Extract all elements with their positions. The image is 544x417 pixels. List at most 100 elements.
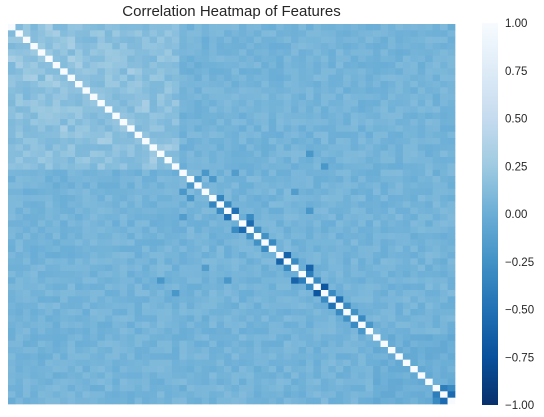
heatmap-cell: [365, 93, 374, 101]
heatmap-cell: [246, 239, 255, 247]
heatmap-cell: [8, 188, 16, 196]
heatmap-cell: [134, 163, 143, 171]
heatmap-cell: [373, 290, 381, 297]
heatmap-cell: [283, 302, 292, 310]
heatmap-cell: [447, 372, 456, 380]
heatmap-cell: [60, 328, 68, 335]
heatmap-cell: [313, 214, 322, 221]
heatmap-cell: [67, 125, 76, 133]
heatmap-cell: [387, 385, 396, 392]
heatmap-cell: [97, 321, 106, 329]
heatmap-cell: [45, 163, 54, 171]
heatmap-cell: [253, 226, 262, 234]
heatmap-cell: [201, 340, 210, 348]
heatmap-cell: [373, 144, 381, 152]
heatmap-cell: [82, 87, 91, 95]
heatmap-cell: [402, 201, 411, 209]
heatmap-cell: [373, 81, 381, 88]
heatmap-cell: [216, 226, 225, 234]
heatmap-cell: [283, 112, 292, 120]
heatmap-cell: [320, 321, 329, 329]
heatmap-cell: [276, 296, 284, 304]
heatmap-cell: [380, 366, 389, 373]
heatmap-cell: [224, 264, 232, 272]
heatmap-cell: [291, 328, 299, 335]
heatmap-cell: [171, 188, 180, 196]
heatmap-cell: [22, 366, 31, 373]
heatmap-cell: [37, 106, 46, 114]
heatmap-cell: [253, 283, 262, 291]
heatmap-cell: [216, 239, 225, 247]
heatmap-cell: [358, 252, 366, 259]
heatmap-cell: [8, 283, 16, 291]
heatmap-cell: [283, 359, 292, 367]
heatmap-cell: [201, 112, 210, 120]
heatmap-cell: [417, 207, 426, 215]
heatmap-cell: [194, 328, 203, 335]
heatmap-cell: [164, 163, 173, 171]
heatmap-cell: [15, 125, 24, 133]
heatmap-cell: [440, 271, 448, 278]
heatmap-cell: [425, 87, 433, 95]
heatmap-cell: [328, 112, 337, 120]
heatmap-cell: [350, 119, 359, 126]
heatmap-cell: [335, 296, 344, 304]
heatmap-cell: [75, 24, 83, 31]
heatmap-cell: [134, 315, 143, 323]
heatmap-cell: [186, 169, 195, 177]
heatmap-cell: [112, 302, 121, 310]
heatmap-cell: [52, 321, 61, 329]
heatmap-cell: [67, 258, 76, 266]
heatmap-cell: [410, 340, 419, 348]
heatmap-cell: [75, 391, 83, 399]
heatmap-cell: [149, 226, 158, 234]
heatmap-cell: [52, 138, 61, 145]
heatmap-cell: [209, 283, 217, 291]
heatmap-cell: [22, 125, 31, 133]
heatmap-cell: [395, 182, 404, 190]
heatmap-cell: [179, 119, 188, 126]
heatmap-cell: [350, 182, 359, 190]
heatmap-cell: [75, 43, 83, 50]
heatmap-cell: [157, 283, 165, 291]
heatmap-cell: [37, 397, 46, 405]
heatmap-cell: [52, 226, 61, 234]
heatmap-cell: [15, 163, 24, 171]
heatmap-cell: [246, 93, 255, 101]
heatmap-cell: [298, 347, 307, 354]
heatmap-cell: [380, 43, 389, 50]
heatmap-cell: [283, 81, 292, 88]
heatmap-cell: [276, 55, 284, 63]
heatmap-cell: [171, 100, 180, 107]
heatmap-cell: [261, 157, 270, 164]
heatmap-cell: [164, 309, 173, 316]
heatmap-cell: [231, 397, 240, 405]
heatmap-cell: [75, 176, 83, 183]
heatmap-cell: [358, 391, 366, 399]
heatmap-cell: [447, 258, 456, 266]
heatmap-cell: [350, 321, 359, 329]
heatmap-cell: [209, 315, 217, 323]
heatmap-cell: [157, 290, 165, 297]
heatmap-cell: [209, 157, 217, 164]
heatmap-cell: [186, 397, 195, 405]
heatmap-cell: [164, 131, 173, 139]
heatmap-cell: [52, 302, 61, 310]
heatmap-cell: [186, 321, 195, 329]
heatmap-cell: [45, 302, 54, 310]
heatmap-cell: [291, 321, 299, 329]
heatmap-cell: [313, 353, 322, 361]
heatmap-cell: [157, 169, 165, 177]
heatmap-cell: [157, 201, 165, 209]
heatmap-cell: [67, 340, 76, 348]
heatmap-cell: [97, 150, 106, 158]
heatmap-cell: [365, 353, 374, 361]
heatmap-cell: [201, 87, 210, 95]
heatmap-cell: [8, 163, 16, 171]
heatmap-cell: [246, 277, 255, 285]
heatmap-cell: [306, 169, 314, 177]
heatmap-cell: [231, 182, 240, 190]
heatmap-cell: [365, 43, 374, 50]
heatmap-cell: [209, 233, 217, 240]
heatmap-cell: [343, 68, 352, 76]
